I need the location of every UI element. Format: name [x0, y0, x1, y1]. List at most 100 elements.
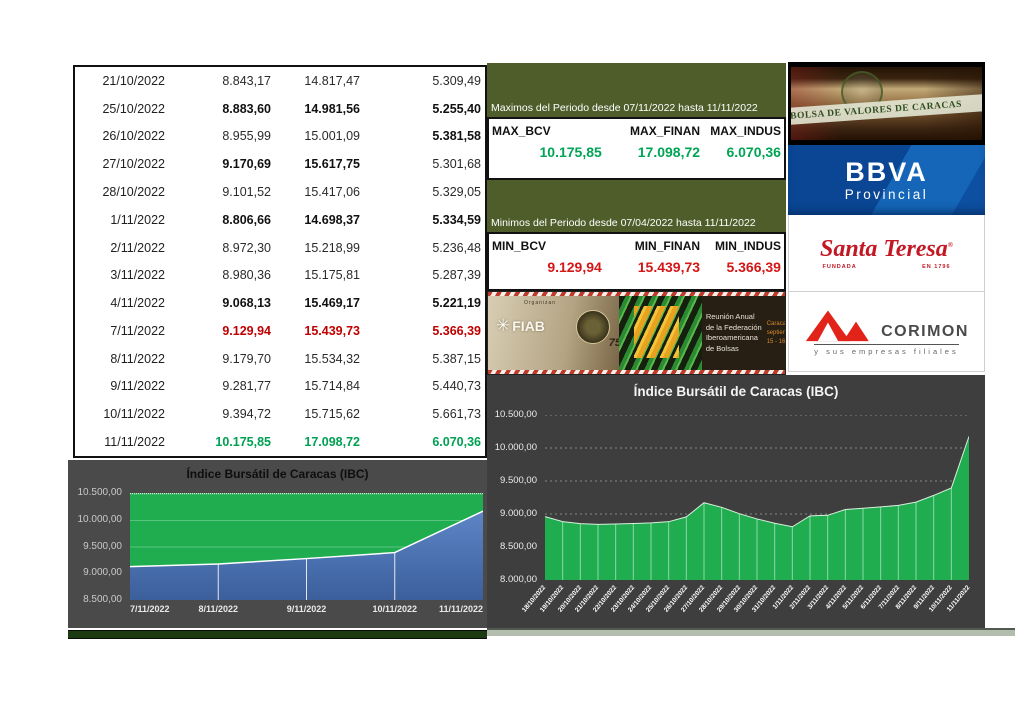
table-cell: 2/11/2022: [110, 240, 165, 255]
bbva-logo: BBVA Provincial: [788, 145, 985, 215]
table-cell: 15.714,84: [304, 379, 360, 394]
table-cell: 15.617,75: [304, 157, 360, 172]
table-cell: 1/11/2022: [110, 212, 165, 227]
table-cell: 14.817,47: [304, 73, 360, 88]
price-table-rows: 21/10/2022 8.843,17 14.817,47 5.309,49 25/10…: [75, 67, 485, 456]
stat-value: 5.366,39: [726, 259, 781, 275]
table-cell: 17.098,72: [304, 435, 360, 450]
table-row: 8/11/2022 9.179,70 15.534,32 5.387,15: [75, 345, 485, 373]
minimos-band: Minimos del Periodo desde 07/04/2022 has…: [487, 180, 786, 232]
table-row: 11/11/2022 10.175,85 17.098,72 6.070,36: [75, 428, 485, 456]
x-axis-labels: 7/11/2022 8/11/2022 9/11/2022 10/11/2022 11/…: [130, 604, 483, 618]
table-cell: 8.955,99: [222, 129, 271, 144]
stat-value: 9.129,94: [547, 259, 602, 275]
table-cell: 9.170,69: [222, 157, 271, 172]
anniversary-number: 75: [608, 337, 621, 349]
bvc-photo: BOLSA DE VALORES DE CARACAS: [791, 67, 982, 140]
table-cell: 5.381,58: [432, 129, 481, 144]
banner-body: Organizan ✳ FIAB 75 Reunión Anual de la F…: [488, 296, 785, 370]
banner-title-line: de la Federación: [705, 322, 762, 332]
table-cell: 28/10/2022: [102, 185, 165, 200]
y-tick-label: 8.500,00: [83, 594, 122, 605]
table-cell: 5.440,73: [432, 379, 481, 394]
table-cell: 9.068,13: [222, 296, 271, 311]
bbva-wordmark: BBVA: [845, 156, 928, 187]
sponsor-logos: BOLSA DE VALORES DE CARACAS BBVA Provinc…: [788, 62, 985, 372]
x-tick-label: 11/11/2022: [438, 604, 483, 614]
chart-title: Índice Bursátil de Caracas (IBC): [186, 467, 369, 481]
table-cell: 4/11/2022: [110, 296, 165, 311]
stat-value: 17.098,72: [637, 144, 701, 160]
table-cell: 15.534,32: [304, 351, 360, 366]
table-row: 27/10/2022 9.170,69 15.617,75 5.301,68: [75, 150, 485, 178]
table-cell: 9.281,77: [222, 379, 271, 394]
table-cell: 15.417,06: [304, 185, 360, 200]
table-cell: 3/11/2022: [110, 268, 165, 283]
banner-title-line: Iberoamericana: [705, 333, 758, 342]
y-tick-label: 10.500,00: [77, 487, 123, 498]
santa-teresa-logo: Santa Teresa® FUNDADA EN 1796: [788, 215, 985, 292]
x-tick-label: 9/11/2022: [286, 604, 327, 614]
x-axis-labels: 18/10/2022 19/10/2022 20/10/2022 21/10/2022…: [521, 583, 971, 627]
area-chart-svg: [545, 415, 969, 580]
table-cell: 5.221,19: [432, 296, 481, 311]
banner-event-line: 15 - 16 2022: [766, 338, 786, 345]
y-tick-label: 9.000,00: [83, 567, 122, 579]
santa-teresa-founded: FUNDADA EN 1796: [823, 264, 951, 270]
table-cell: 10.175,85: [215, 435, 271, 450]
table-cell: 8.972,30: [222, 240, 271, 255]
table-row: 26/10/2022 8.955,99 15.001,09 5.381,58: [75, 123, 485, 151]
bvc-name: BOLSA DE VALORES DE CARACAS: [791, 98, 963, 121]
table-cell: 5.334,59: [432, 212, 481, 227]
minimos-values: 9.129,94 15.439,73 5.366,39: [492, 253, 781, 275]
bbva-provincial-label: Provincial: [844, 186, 929, 202]
table-cell: 9.129,94: [222, 323, 271, 338]
banner-stripe-top: [488, 292, 785, 296]
table-cell: 15.218,99: [304, 240, 360, 255]
founded-label: FUNDADA: [822, 263, 857, 270]
registered-mark: ®: [947, 240, 954, 249]
corimon-logo: CORIMON y sus empresas filiales: [788, 292, 985, 372]
table-row: 10/11/2022 9.394,72 15.715,62 5.661,73: [75, 400, 485, 428]
founded-year: EN 1796: [922, 263, 951, 270]
table-cell: 6.070,36: [432, 435, 481, 450]
table-cell: 14.698,37: [304, 212, 360, 227]
fiab-banner: Organizan ✳ FIAB 75 Reunión Anual de la F…: [487, 291, 786, 375]
maximos-headers: MAX_BCV MAX_FINAN MAX_INDUS: [492, 120, 781, 138]
stat-header: MAX_INDUS: [710, 124, 781, 138]
chart-title: Índice Bursátil de Caracas (IBC): [633, 384, 839, 399]
corimon-mountains-icon: [805, 310, 869, 341]
table-cell: 5.366,39: [432, 323, 481, 338]
banner-stripes-art: [618, 296, 702, 370]
y-tick-label: 10.000,00: [77, 513, 123, 525]
table-cell: 9.394,72: [222, 407, 271, 422]
y-tick-label: 9.000,00: [500, 508, 537, 519]
table-cell: 7/11/2022: [110, 323, 165, 338]
minimos-headers: MIN_BCV MIN_FINAN MIN_INDUS: [492, 235, 781, 253]
table-cell: 5.329,05: [432, 185, 481, 200]
santa-teresa-name: Santa Teresa: [819, 235, 948, 262]
maximos-box: MAX_BCV MAX_FINAN MAX_INDUS 10.175,85 17.09…: [487, 117, 786, 180]
stat-value: 15.439,73: [637, 259, 701, 275]
table-cell: 27/10/2022: [102, 157, 165, 172]
y-tick-label: 9.500,00: [83, 540, 122, 552]
banner-event-line: septiembre: [766, 329, 785, 336]
stat-value: 10.175,85: [539, 144, 602, 160]
table-row: 4/11/2022 9.068,13 15.469,17 5.221,19: [75, 289, 485, 317]
table-row: 9/11/2022 9.281,77 15.714,84 5.440,73: [75, 373, 485, 401]
table-cell: 11/11/2022: [104, 435, 165, 450]
table-cell: 5.301,68: [432, 157, 481, 172]
santa-teresa-wordmark: Santa Teresa®: [820, 237, 953, 261]
period-stats-panel: Maximos del Periodo desde 07/11/2022 has…: [487, 63, 786, 375]
y-tick-label: 10.500,00: [494, 409, 537, 420]
area-chart-svg: [130, 494, 483, 600]
ibc-chart-recent: Índice Bursátil de Caracas (IBC) 10.500,…: [68, 460, 487, 628]
table-cell: 21/10/2022: [102, 73, 165, 88]
bvc-logo: BOLSA DE VALORES DE CARACAS: [788, 62, 985, 145]
table-cell: 14.981,56: [304, 101, 360, 116]
table-row: 28/10/2022 9.101,52 15.417,06 5.329,05: [75, 178, 485, 206]
banner-event-details: Caracas septiembre 15 - 16 2022: [766, 320, 786, 347]
table-cell: 5.255,40: [432, 101, 481, 116]
table-cell: 9.101,52: [222, 185, 271, 200]
